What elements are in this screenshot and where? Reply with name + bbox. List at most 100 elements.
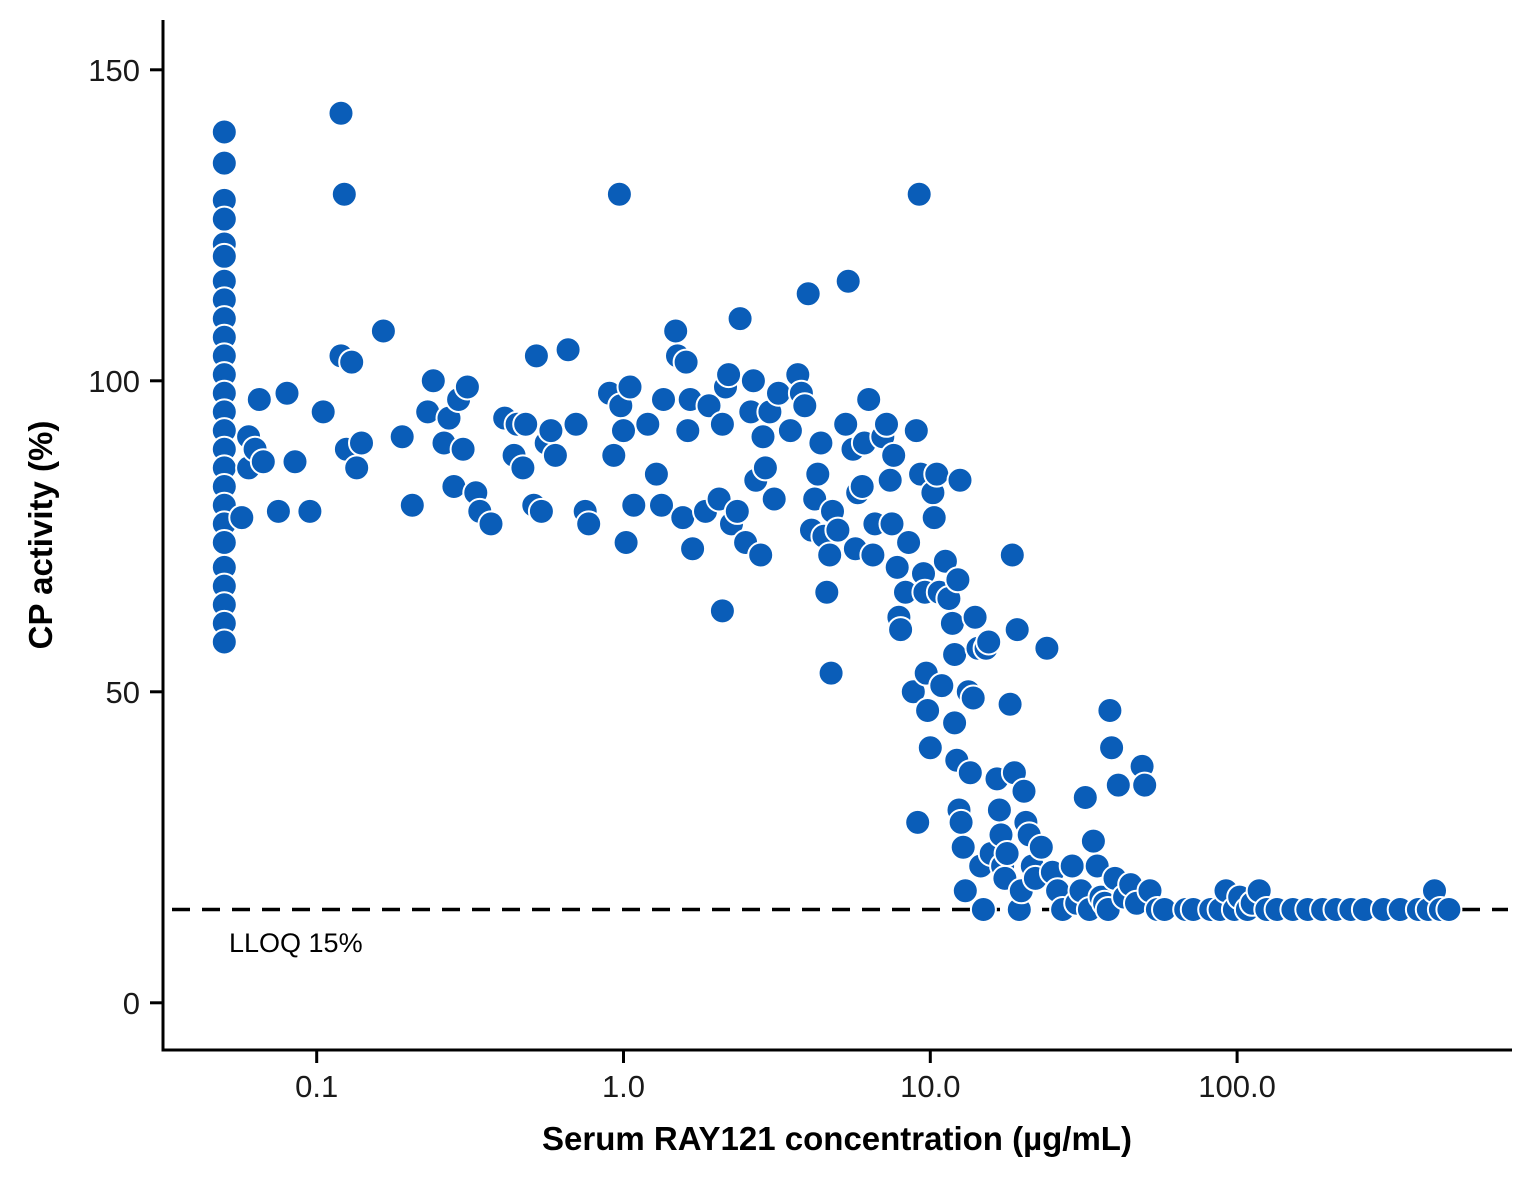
data-point — [1131, 771, 1159, 799]
data-point — [419, 367, 447, 395]
data-point — [674, 417, 702, 445]
data-point — [369, 317, 397, 345]
data-point — [993, 840, 1021, 867]
data-point — [477, 510, 505, 538]
data-point — [791, 392, 819, 420]
data-point — [760, 485, 788, 513]
y-axis-title: CP activity (%) — [22, 421, 59, 650]
data-point — [210, 242, 238, 270]
data-point — [816, 541, 844, 569]
data-point — [210, 529, 238, 556]
data-point — [824, 516, 852, 544]
data-point — [509, 454, 537, 482]
data-point — [348, 429, 375, 457]
data-point — [949, 833, 977, 861]
data-point — [612, 529, 640, 556]
data-points — [210, 99, 1463, 923]
data-point — [928, 672, 956, 700]
data-point — [210, 118, 238, 146]
data-point — [522, 342, 550, 370]
data-point — [634, 410, 662, 438]
data-point — [210, 628, 238, 656]
axes: 0 50 100 150 0.1 1.0 10.0 100.0 — [88, 20, 1512, 1104]
data-point — [895, 529, 923, 556]
x-ticks: 0.1 1.0 10.0 100.0 — [295, 1050, 1276, 1104]
data-point — [527, 497, 555, 525]
data-point — [1058, 852, 1086, 880]
data-point — [859, 541, 887, 569]
data-point — [449, 435, 477, 463]
data-point — [920, 504, 948, 532]
data-point — [946, 466, 974, 494]
data-point — [749, 423, 777, 451]
y-tick-label: 100 — [88, 364, 140, 399]
data-point — [975, 628, 1003, 656]
data-point — [715, 361, 743, 389]
data-point — [804, 460, 832, 488]
data-point — [883, 553, 911, 581]
data-point — [327, 99, 355, 127]
data-point — [969, 896, 997, 923]
data-point — [944, 566, 972, 594]
data-point — [662, 317, 690, 345]
data-point — [600, 441, 628, 469]
data-point — [834, 267, 862, 295]
data-point — [616, 373, 644, 401]
data-point — [1435, 896, 1463, 923]
data-point — [1104, 771, 1132, 799]
data-point — [642, 460, 670, 488]
x-axis-title: Serum RAY121 concentration (µg/mL) — [542, 1120, 1132, 1157]
y-tick-label: 0 — [123, 986, 140, 1021]
data-point — [947, 808, 975, 836]
data-point — [941, 641, 969, 668]
y-ticks: 0 50 100 150 — [88, 53, 163, 1021]
data-point — [739, 367, 767, 395]
data-point — [281, 448, 309, 476]
data-point — [807, 429, 835, 457]
data-point — [931, 547, 959, 575]
data-point — [794, 280, 822, 308]
data-point — [848, 473, 876, 500]
x-tick-label: 0.1 — [295, 1069, 338, 1104]
data-point — [679, 535, 707, 563]
data-point — [876, 466, 904, 494]
data-point — [541, 441, 569, 469]
data-point — [309, 398, 337, 426]
data-point — [941, 709, 969, 737]
data-point — [959, 684, 987, 712]
data-point — [996, 690, 1024, 718]
data-point — [765, 379, 792, 407]
data-point — [575, 510, 603, 538]
data-point — [723, 497, 751, 525]
data-point — [398, 491, 426, 519]
data-point — [343, 454, 371, 482]
data-point — [998, 541, 1026, 569]
data-point — [923, 460, 951, 488]
data-point — [887, 616, 915, 644]
data-point — [855, 386, 883, 413]
lloq-label: LLOQ 15% — [229, 928, 363, 958]
data-point — [1071, 784, 1099, 811]
data-point — [905, 180, 933, 208]
data-point — [1027, 833, 1055, 861]
data-point — [985, 796, 1013, 824]
data-point — [296, 497, 324, 525]
y-tick-label: 50 — [106, 675, 140, 710]
data-point — [873, 410, 900, 438]
data-point — [1079, 827, 1107, 855]
data-point — [1003, 616, 1031, 644]
data-point — [832, 410, 860, 438]
data-point — [751, 454, 779, 482]
data-point — [961, 603, 989, 631]
data-point — [938, 609, 966, 637]
data-point — [1096, 697, 1124, 724]
data-point — [453, 373, 481, 401]
x-tick-label: 1.0 — [602, 1069, 645, 1104]
data-point — [899, 678, 927, 706]
data-point — [708, 410, 736, 438]
data-point — [904, 808, 932, 836]
data-point — [554, 336, 582, 364]
data-point — [330, 180, 358, 208]
data-point — [273, 379, 301, 407]
